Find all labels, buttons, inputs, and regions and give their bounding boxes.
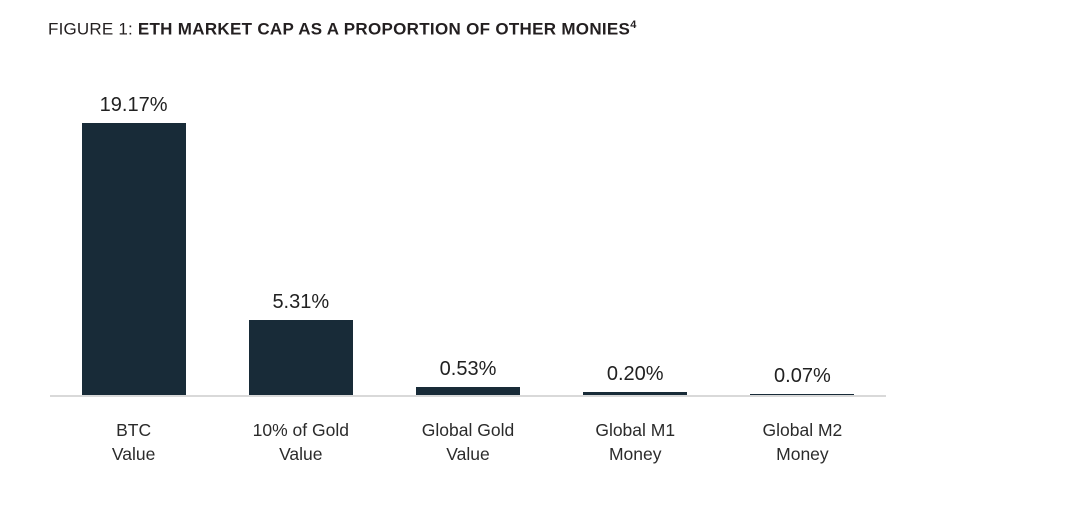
x-axis-category-labels: BTC Value 10% of Gold Value Global Gold Value… <box>50 418 886 466</box>
bar-column: 0.20% <box>552 363 719 395</box>
category-label: Global M2 Money <box>719 418 886 466</box>
figure-title-main: ETH MARKET CAP AS A PROPORTION OF OTHER … <box>137 19 631 39</box>
plot-area: 19.17% 5.31% 0.53% 0.20% 0.07% <box>50 55 886 397</box>
category-label-line: Global M1 <box>595 420 676 440</box>
bar-value-label: 5.31% <box>272 291 330 313</box>
category-label: BTC Value <box>50 418 217 466</box>
bar-column: 0.53% <box>384 358 551 395</box>
bar-column: 0.07% <box>719 365 886 395</box>
category-label: 10% of Gold Value <box>217 418 384 466</box>
category-label: Global M1 Money <box>552 418 719 466</box>
bar <box>248 320 353 395</box>
bar-column: 19.17% <box>50 94 217 395</box>
bar-value-label: 0.07% <box>774 365 831 387</box>
category-label-line: 10% of Gold <box>252 420 349 440</box>
category-label-line: Money <box>608 444 662 464</box>
figure-title: FIGURE 1: ETH MARKET CAP AS A PROPORTION… <box>48 19 637 40</box>
bar <box>81 123 186 395</box>
category-label: Global Gold Value <box>384 418 551 466</box>
bar <box>583 392 688 395</box>
figure-title-prefix: FIGURE 1: <box>48 19 138 39</box>
bar <box>750 394 855 395</box>
bar <box>416 387 520 395</box>
bar-value-label: 0.53% <box>439 358 497 380</box>
category-label-line: Value <box>279 444 323 464</box>
figure-title-footnote: 4 <box>630 19 637 31</box>
category-label-line: Value <box>111 444 156 464</box>
category-label-line: Global Gold <box>421 420 515 440</box>
bar-value-label: 19.17% <box>99 94 168 116</box>
bar-value-label: 0.20% <box>606 363 664 385</box>
bar-chart: 19.17% 5.31% 0.53% 0.20% 0.07% BTC Value 10% o… <box>50 55 886 466</box>
category-label-line: Global M2 <box>762 420 843 440</box>
category-label-line: Money <box>776 444 829 464</box>
category-label-line: Value <box>446 444 490 464</box>
category-label-line: BTC <box>116 420 152 440</box>
bar-column: 5.31% <box>217 291 384 395</box>
